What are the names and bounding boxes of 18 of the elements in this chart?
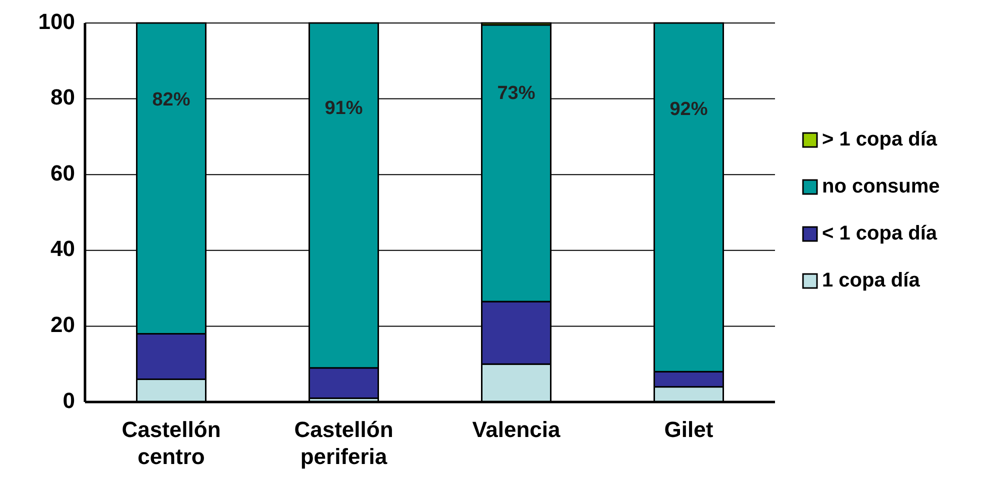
x-tick-label: Gilet bbox=[664, 417, 714, 442]
x-tick-label: Castellón centro bbox=[122, 417, 221, 469]
y-tick-label: 40 bbox=[50, 236, 75, 262]
legend-label: > 1 copa día bbox=[822, 128, 938, 150]
y-tick-label: 20 bbox=[50, 312, 75, 338]
x-tick-label: Castellón periferia bbox=[294, 417, 394, 469]
x-tick-label: Valencia bbox=[472, 417, 562, 442]
legend-label: 1 copa día bbox=[822, 269, 921, 292]
y-tick-label: 60 bbox=[50, 160, 75, 186]
y-tick-label: 80 bbox=[50, 84, 75, 110]
data-label: 82% bbox=[152, 90, 190, 111]
data-label: 91% bbox=[324, 98, 363, 120]
data-label: 92% bbox=[670, 99, 708, 120]
y-tick-label: 0 bbox=[62, 388, 75, 413]
legend-label: no consume bbox=[822, 175, 940, 198]
y-tick-label: 100 bbox=[38, 8, 75, 34]
data-label: 73% bbox=[497, 83, 536, 104]
legend-label: < 1 copa día bbox=[822, 222, 938, 244]
